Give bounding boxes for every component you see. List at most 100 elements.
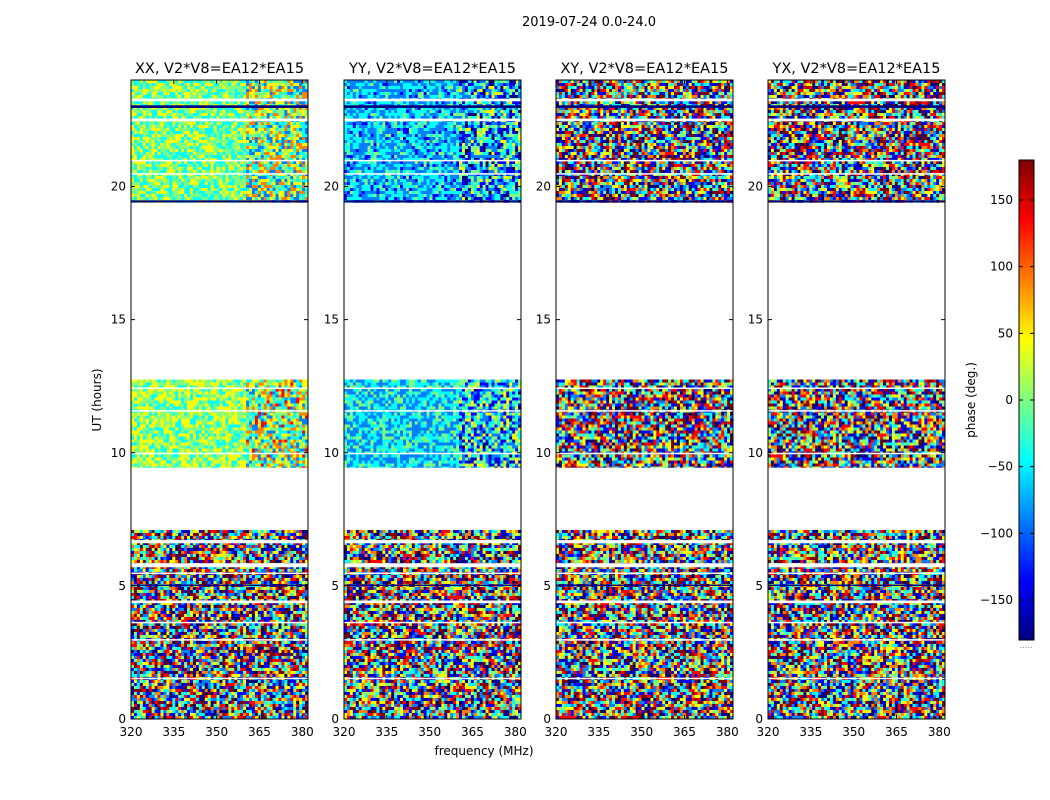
x-tick-label: 380 bbox=[716, 725, 739, 739]
data-gap bbox=[768, 622, 945, 624]
y-tick-label: 20 bbox=[748, 180, 763, 194]
flagged-row bbox=[556, 105, 733, 108]
colorbar-label: phase (deg.) bbox=[964, 362, 978, 438]
data-gap bbox=[556, 639, 733, 641]
y-tick-label: 20 bbox=[536, 180, 551, 194]
colorbar-tick-label: 50 bbox=[998, 326, 1013, 340]
data-gap bbox=[768, 540, 945, 543]
data-gap bbox=[131, 639, 308, 641]
data-gap bbox=[556, 173, 733, 175]
x-tick-label: 320 bbox=[333, 725, 356, 739]
x-tick-label: 365 bbox=[673, 725, 696, 739]
data-gap bbox=[556, 622, 733, 624]
panel-title: YX, V2*V8=EA12*EA15 bbox=[771, 61, 940, 77]
data-gap bbox=[131, 678, 308, 680]
panel-title: XX, V2*V8=EA12*EA15 bbox=[135, 61, 304, 77]
x-tick-label: 335 bbox=[587, 725, 610, 739]
y-tick-label: 10 bbox=[111, 446, 126, 460]
data-gap bbox=[344, 601, 521, 604]
data-gap bbox=[344, 453, 521, 455]
data-gap bbox=[131, 173, 308, 175]
x-tick-label: 380 bbox=[928, 725, 951, 739]
data-gap bbox=[556, 119, 733, 122]
data-gap bbox=[768, 99, 945, 102]
flagged-row bbox=[344, 105, 521, 108]
flagged-row bbox=[344, 585, 521, 587]
data-gap bbox=[556, 540, 733, 543]
data-gap bbox=[768, 678, 945, 680]
y-tick-label: 5 bbox=[543, 579, 551, 593]
panel-title: YY, V2*V8=EA12*EA15 bbox=[348, 61, 516, 77]
data-gap bbox=[344, 173, 521, 175]
data-gap bbox=[344, 622, 521, 624]
data-gap bbox=[768, 388, 945, 390]
data-gap bbox=[131, 119, 308, 122]
heatmap-cells bbox=[768, 80, 945, 719]
data-gap bbox=[768, 160, 945, 162]
x-tick-label: 365 bbox=[885, 725, 908, 739]
x-tick-label: 365 bbox=[461, 725, 484, 739]
data-gap bbox=[556, 160, 733, 162]
y-tick-label: 15 bbox=[324, 313, 339, 327]
data-gap bbox=[556, 410, 733, 412]
data-gap bbox=[344, 639, 521, 641]
data-gap bbox=[768, 410, 945, 412]
y-axis-label: UT (hours) bbox=[90, 368, 104, 431]
colorbar-tick-label: 100 bbox=[990, 260, 1013, 274]
y-tick-label: 10 bbox=[536, 446, 551, 460]
data-gap bbox=[131, 388, 308, 390]
figure-suptitle: 2019-07-24 0.0-24.0 bbox=[522, 15, 656, 30]
data-gap bbox=[344, 160, 521, 162]
panel-title: XY, V2*V8=EA12*EA15 bbox=[560, 61, 728, 77]
data-gap bbox=[768, 563, 945, 567]
y-tick-label: 5 bbox=[118, 579, 126, 593]
y-tick-label: 10 bbox=[324, 446, 339, 460]
data-gap bbox=[131, 622, 308, 624]
data-gap bbox=[344, 563, 521, 567]
data-gap bbox=[344, 410, 521, 412]
x-tick-label: 380 bbox=[504, 725, 527, 739]
x-tick-label: 365 bbox=[248, 725, 271, 739]
flagged-row bbox=[131, 105, 308, 108]
heatmap-cells bbox=[556, 80, 733, 719]
data-gap bbox=[556, 601, 733, 604]
data-gap bbox=[768, 639, 945, 641]
data-gap bbox=[344, 573, 521, 575]
x-tick-label: 320 bbox=[120, 725, 143, 739]
colorbar-footer: ..... bbox=[1020, 641, 1033, 650]
data-gap bbox=[344, 99, 521, 102]
flagged-row bbox=[768, 585, 945, 587]
y-tick-label: 0 bbox=[543, 712, 551, 726]
heatmap-cells bbox=[131, 80, 308, 719]
data-gap bbox=[344, 678, 521, 680]
data-gap bbox=[131, 540, 308, 543]
x-tick-label: 320 bbox=[545, 725, 568, 739]
data-gap bbox=[131, 410, 308, 412]
y-tick-label: 5 bbox=[755, 579, 763, 593]
flagged-row bbox=[768, 200, 945, 202]
data-gap bbox=[556, 573, 733, 575]
data-gap bbox=[556, 563, 733, 567]
y-tick-label: 0 bbox=[755, 712, 763, 726]
data-gap bbox=[344, 119, 521, 122]
data-gap bbox=[131, 99, 308, 102]
data-gap bbox=[344, 388, 521, 390]
data-gap bbox=[131, 453, 308, 455]
data-gap bbox=[131, 601, 308, 604]
data-gap bbox=[131, 573, 308, 575]
colorbar-tick-label: −100 bbox=[980, 526, 1013, 540]
data-gap bbox=[556, 453, 733, 455]
colorbar-tick-label: −150 bbox=[980, 593, 1013, 607]
x-tick-label: 335 bbox=[162, 725, 185, 739]
y-tick-label: 20 bbox=[111, 180, 126, 194]
y-tick-label: 15 bbox=[536, 313, 551, 327]
data-gap bbox=[344, 540, 521, 543]
x-axis-label: frequency (MHz) bbox=[434, 744, 533, 758]
data-gap bbox=[768, 119, 945, 122]
x-tick-label: 350 bbox=[418, 725, 441, 739]
data-gap bbox=[556, 99, 733, 102]
